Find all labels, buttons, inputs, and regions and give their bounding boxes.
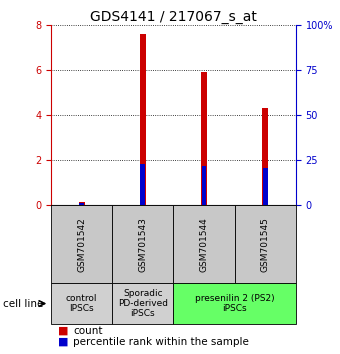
Bar bbox=[173, 283, 296, 324]
Text: count: count bbox=[73, 326, 103, 336]
Bar bbox=[202, 166, 206, 205]
Text: percentile rank within the sample: percentile rank within the sample bbox=[73, 337, 249, 347]
Text: Sporadic
PD-derived
iPSCs: Sporadic PD-derived iPSCs bbox=[118, 289, 168, 319]
Title: GDS4141 / 217067_s_at: GDS4141 / 217067_s_at bbox=[90, 10, 257, 24]
Text: GSM701543: GSM701543 bbox=[138, 217, 147, 272]
Bar bbox=[112, 283, 173, 324]
Bar bbox=[112, 205, 173, 283]
Bar bbox=[263, 168, 268, 205]
Bar bbox=[140, 164, 145, 205]
Text: presenilin 2 (PS2)
iPSCs: presenilin 2 (PS2) iPSCs bbox=[195, 294, 274, 313]
Bar bbox=[79, 202, 85, 205]
Bar bbox=[51, 283, 112, 324]
Bar bbox=[140, 34, 146, 205]
Text: cell line: cell line bbox=[3, 298, 44, 309]
Bar bbox=[51, 205, 112, 283]
Bar bbox=[235, 205, 296, 283]
Text: GSM701542: GSM701542 bbox=[77, 217, 86, 272]
Text: ■: ■ bbox=[58, 337, 68, 347]
Text: GSM701544: GSM701544 bbox=[200, 217, 208, 272]
Text: GSM701545: GSM701545 bbox=[261, 217, 270, 272]
Bar bbox=[262, 108, 268, 205]
Bar bbox=[79, 202, 84, 205]
Text: control
IPSCs: control IPSCs bbox=[66, 294, 97, 313]
Bar bbox=[201, 72, 207, 205]
Text: ■: ■ bbox=[58, 326, 68, 336]
Bar bbox=[173, 205, 235, 283]
